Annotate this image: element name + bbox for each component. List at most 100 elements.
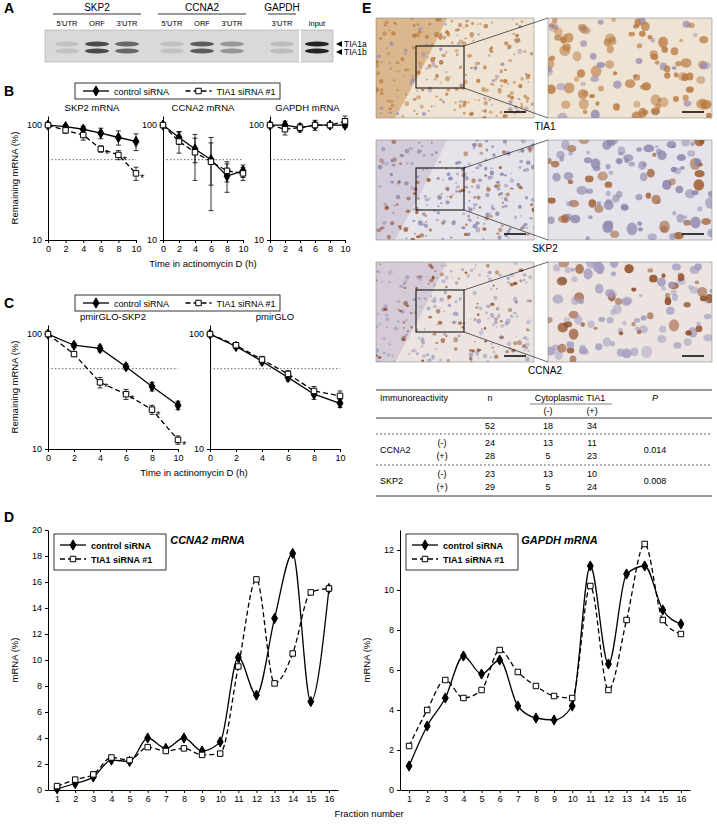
image-frame — [376, 140, 534, 240]
cell — [520, 149, 524, 153]
cell — [484, 327, 486, 330]
cell — [492, 84, 495, 86]
data-point — [181, 733, 187, 743]
cell — [391, 104, 395, 108]
cell — [376, 60, 379, 65]
data-point — [145, 744, 150, 749]
cell — [607, 45, 614, 53]
data-point — [160, 120, 166, 130]
cell — [557, 277, 567, 286]
cell — [491, 205, 494, 208]
cell — [606, 290, 617, 298]
ihc-image — [376, 138, 536, 242]
cell — [564, 321, 573, 327]
cell — [510, 283, 515, 287]
reference-line — [163, 159, 243, 160]
cell — [431, 142, 433, 144]
cell — [394, 327, 397, 330]
axis-line — [48, 326, 49, 450]
gel-group-label: GAPDH — [264, 2, 300, 13]
cell — [528, 317, 530, 318]
tick-label: 3 — [443, 794, 448, 804]
tick-mark — [275, 790, 276, 793]
y-axis-title: mRNA (%) — [361, 638, 372, 683]
tick: 20 — [32, 525, 48, 535]
cell — [598, 85, 604, 91]
cell — [479, 23, 481, 25]
tick: 16 — [32, 577, 48, 587]
cell — [557, 83, 566, 90]
cell — [450, 270, 453, 273]
cell — [482, 227, 486, 231]
tick: 10 — [131, 240, 141, 254]
table-rule — [376, 434, 712, 435]
group-underline — [268, 14, 296, 15]
tick: 8 — [116, 240, 121, 254]
cell — [427, 359, 432, 362]
cell — [445, 276, 449, 280]
tick: 12 — [32, 629, 48, 639]
cell — [420, 345, 423, 348]
ihc-image — [544, 17, 712, 123]
table-header: P — [652, 393, 658, 403]
error-cap — [209, 137, 214, 138]
tick-label: 8 — [116, 244, 121, 254]
cell — [701, 218, 711, 225]
cell — [435, 151, 438, 154]
cell — [412, 46, 415, 49]
cell — [411, 238, 416, 240]
error-bar — [193, 134, 198, 180]
cell — [431, 43, 434, 46]
series-line — [48, 125, 136, 173]
cell — [684, 338, 692, 345]
tick: 13 — [622, 790, 632, 804]
zoom-box — [416, 290, 464, 332]
x-axis: 12345678910111213141516 — [49, 790, 339, 804]
cell — [418, 297, 421, 299]
error-cap — [312, 395, 317, 396]
cell — [507, 44, 512, 49]
cell — [561, 140, 569, 150]
cell — [621, 203, 628, 211]
cell — [457, 35, 459, 37]
cell — [403, 327, 405, 329]
cell — [493, 296, 497, 301]
tick-mark — [75, 790, 76, 793]
cell — [454, 109, 456, 111]
data-point — [587, 561, 593, 571]
cell — [441, 264, 443, 267]
cell — [651, 108, 660, 115]
tick-label: 6 — [209, 244, 214, 254]
cell — [548, 85, 556, 94]
cell — [428, 263, 432, 267]
tick: 6 — [124, 449, 129, 463]
cell — [523, 273, 527, 276]
cell — [582, 349, 589, 355]
cell — [395, 70, 397, 71]
tick-mark — [45, 660, 48, 661]
cell — [446, 196, 448, 198]
tick-label: 10 — [568, 794, 578, 804]
cell — [498, 227, 502, 232]
cell — [418, 277, 422, 282]
cell — [500, 85, 503, 88]
cell — [494, 354, 499, 358]
tick-label: 10 — [131, 244, 141, 254]
cell — [454, 49, 458, 52]
data-point — [109, 755, 114, 760]
zoom-box — [416, 168, 464, 210]
tick: 0 — [37, 785, 48, 795]
cell — [687, 150, 695, 156]
cell — [491, 347, 494, 349]
cell — [531, 198, 534, 202]
cell — [635, 194, 642, 200]
cell — [486, 264, 490, 268]
cell — [431, 106, 433, 107]
data-point — [297, 123, 303, 133]
table-cell: 13 — [543, 438, 553, 448]
cell — [418, 27, 423, 30]
cell — [597, 62, 605, 68]
tick-label: 10 — [238, 244, 248, 254]
tick: 14 — [32, 603, 48, 613]
cell — [408, 353, 410, 355]
